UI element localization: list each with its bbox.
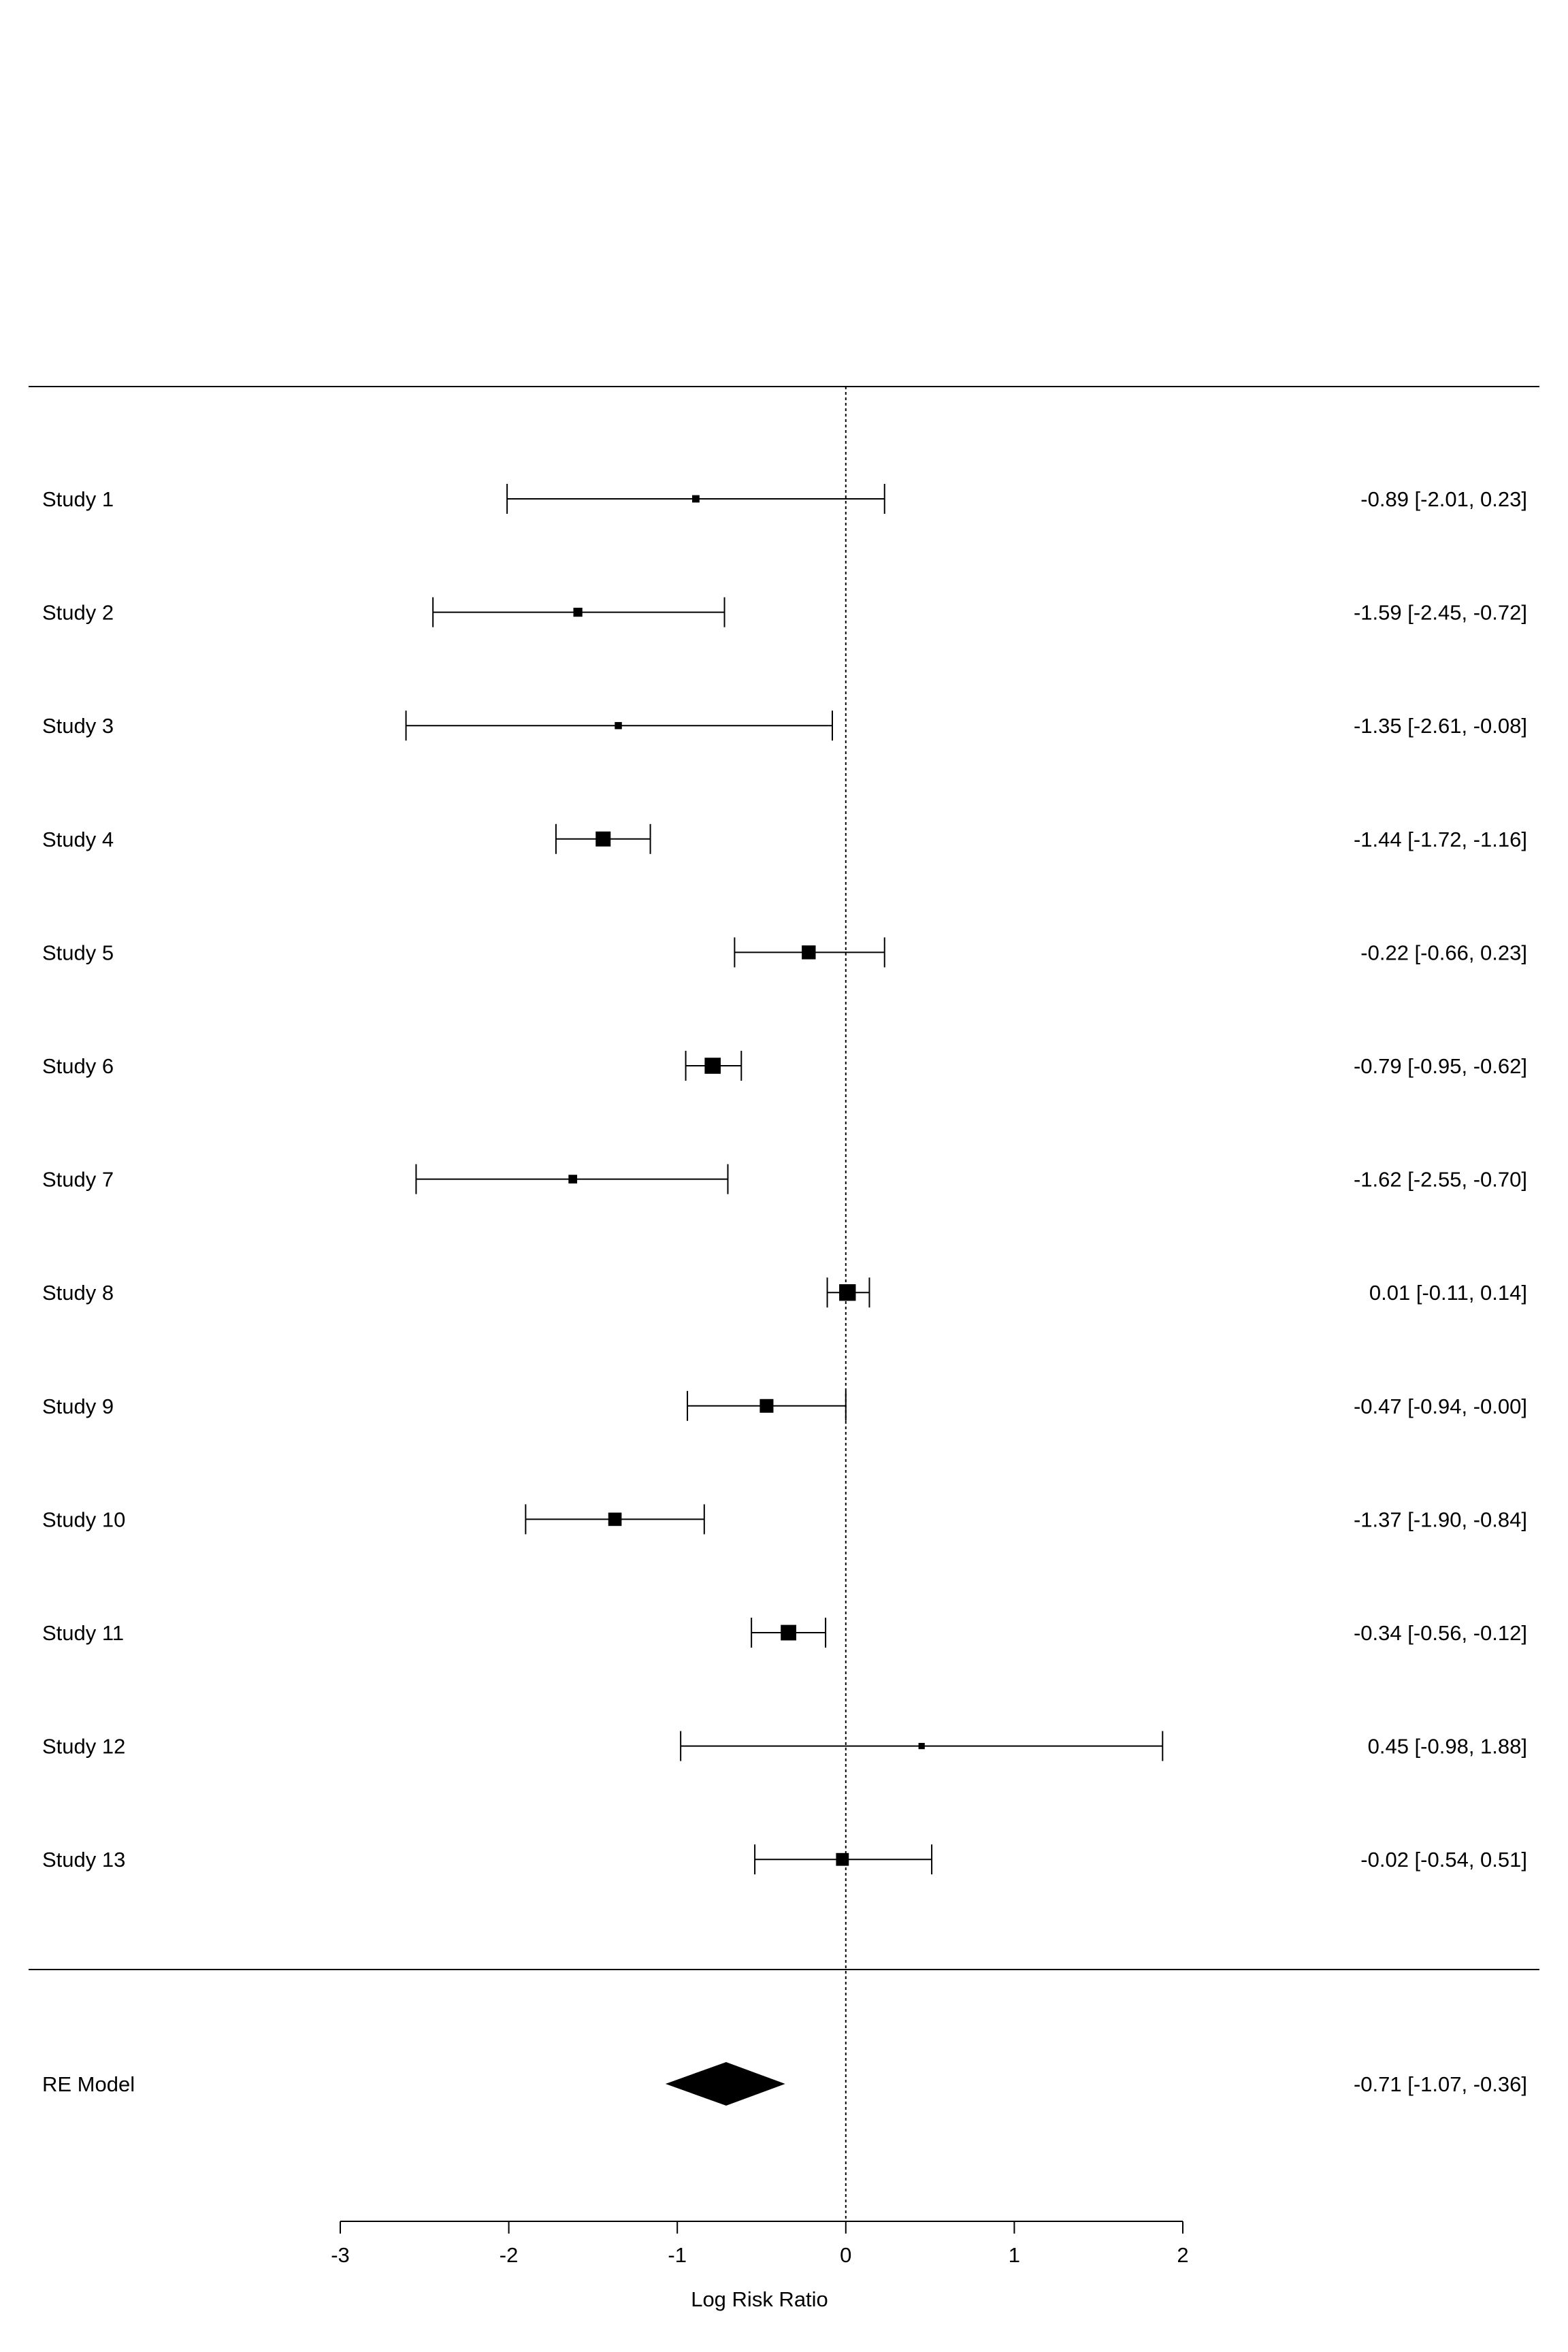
estimate-ci-text: -0.79 [-0.95, -0.62]: [1354, 1054, 1527, 1078]
study-label: Study 4: [42, 828, 114, 851]
summary-label: RE Model: [42, 2072, 135, 2096]
point-estimate: [692, 495, 700, 503]
summary-row: RE Model -0.71 [-1.07, -0.36]: [42, 2062, 1527, 2106]
estimate-ci-text: -1.59 [-2.45, -0.72]: [1354, 601, 1527, 625]
x-tick-label: -1: [668, 2243, 687, 2267]
point-estimate: [573, 608, 583, 617]
study-label: Study 9: [42, 1394, 114, 1418]
point-estimate: [704, 1058, 721, 1074]
study-row: Study 13 -0.02 [-0.54, 0.51]: [42, 1844, 1527, 1875]
point-estimate: [918, 1743, 925, 1750]
x-tick-label: 2: [1177, 2243, 1188, 2267]
estimate-ci-text: -0.47 [-0.94, -0.00]: [1354, 1394, 1527, 1418]
study-label: Study 12: [42, 1735, 125, 1759]
study-label: Study 11: [42, 1621, 124, 1645]
estimate-ci-text: -1.44 [-1.72, -1.16]: [1354, 828, 1527, 851]
x-axis-title: Log Risk Ratio: [691, 2287, 828, 2311]
estimate-ci-text: -1.37 [-1.90, -0.84]: [1354, 1507, 1527, 1531]
study-row: Study 3 -1.35 [-2.61, -0.08]: [42, 710, 1527, 741]
study-row: Study 2 -1.59 [-2.45, -0.72]: [42, 597, 1527, 627]
study-row: Study 5 -0.22 [-0.66, 0.23]: [42, 937, 1527, 968]
study-row: Study 11 -0.34 [-0.56, -0.12]: [42, 1618, 1527, 1648]
estimate-ci-text: -1.35 [-2.61, -0.08]: [1354, 714, 1527, 738]
study-label: Study 7: [42, 1168, 114, 1192]
estimate-ci-text: 0.45 [-0.98, 1.88]: [1368, 1735, 1527, 1759]
study-row: Study 9 -0.47 [-0.94, -0.00]: [42, 1390, 1527, 1421]
point-estimate: [802, 945, 816, 960]
point-estimate: [568, 1175, 578, 1183]
estimate-ci-text: 0.01 [-0.11, 0.14]: [1369, 1281, 1527, 1305]
estimate-ci-text: -0.22 [-0.66, 0.23]: [1360, 941, 1527, 964]
study-label: Study 1: [42, 487, 114, 511]
x-axis: -3 -2 -1 0 1 2: [331, 2221, 1189, 2267]
study-row: Study 10 -1.37 [-1.90, -0.84]: [42, 1504, 1527, 1535]
study-row: Study 12 0.45 [-0.98, 1.88]: [42, 1731, 1527, 1761]
x-tick-label: -2: [500, 2243, 519, 2267]
estimate-ci-text: -0.89 [-2.01, 0.23]: [1360, 487, 1527, 511]
x-tick-label: 0: [840, 2243, 851, 2267]
summary-estimate-text: -0.71 [-1.07, -0.36]: [1354, 2072, 1527, 2096]
summary-diamond: [665, 2062, 785, 2106]
estimate-ci-text: -0.34 [-0.56, -0.12]: [1354, 1621, 1527, 1645]
study-row: Study 8 0.01 [-0.11, 0.14]: [42, 1277, 1527, 1308]
study-label: Study 2: [42, 601, 114, 625]
study-label: Study 5: [42, 941, 114, 964]
estimate-ci-text: -0.02 [-0.54, 0.51]: [1360, 1848, 1527, 1872]
study-row: Study 7 -1.62 [-2.55, -0.70]: [42, 1164, 1527, 1194]
study-label: Study 13: [42, 1848, 125, 1872]
point-estimate: [781, 1624, 797, 1641]
study-label: Study 8: [42, 1281, 114, 1305]
study-label: Study 10: [42, 1507, 125, 1531]
x-tick-label: -3: [331, 2243, 350, 2267]
estimate-ci-text: -1.62 [-2.55, -0.70]: [1354, 1168, 1527, 1192]
study-rows: Study 1 -0.89 [-2.01, 0.23] Study 2 -1.59 […: [42, 484, 1527, 1875]
study-row: Study 4 -1.44 [-1.72, -1.16]: [42, 823, 1527, 854]
study-row: Study 6 -0.79 [-0.95, -0.62]: [42, 1051, 1527, 1081]
point-estimate: [615, 721, 622, 730]
study-row: Study 1 -0.89 [-2.01, 0.23]: [42, 484, 1527, 514]
x-tick-label: 1: [1009, 2243, 1020, 2267]
study-label: Study 3: [42, 714, 114, 738]
point-estimate: [836, 1852, 849, 1866]
point-estimate: [839, 1284, 856, 1301]
point-estimate: [595, 831, 611, 847]
point-estimate: [608, 1512, 622, 1526]
study-label: Study 6: [42, 1054, 114, 1078]
point-estimate: [760, 1399, 774, 1413]
